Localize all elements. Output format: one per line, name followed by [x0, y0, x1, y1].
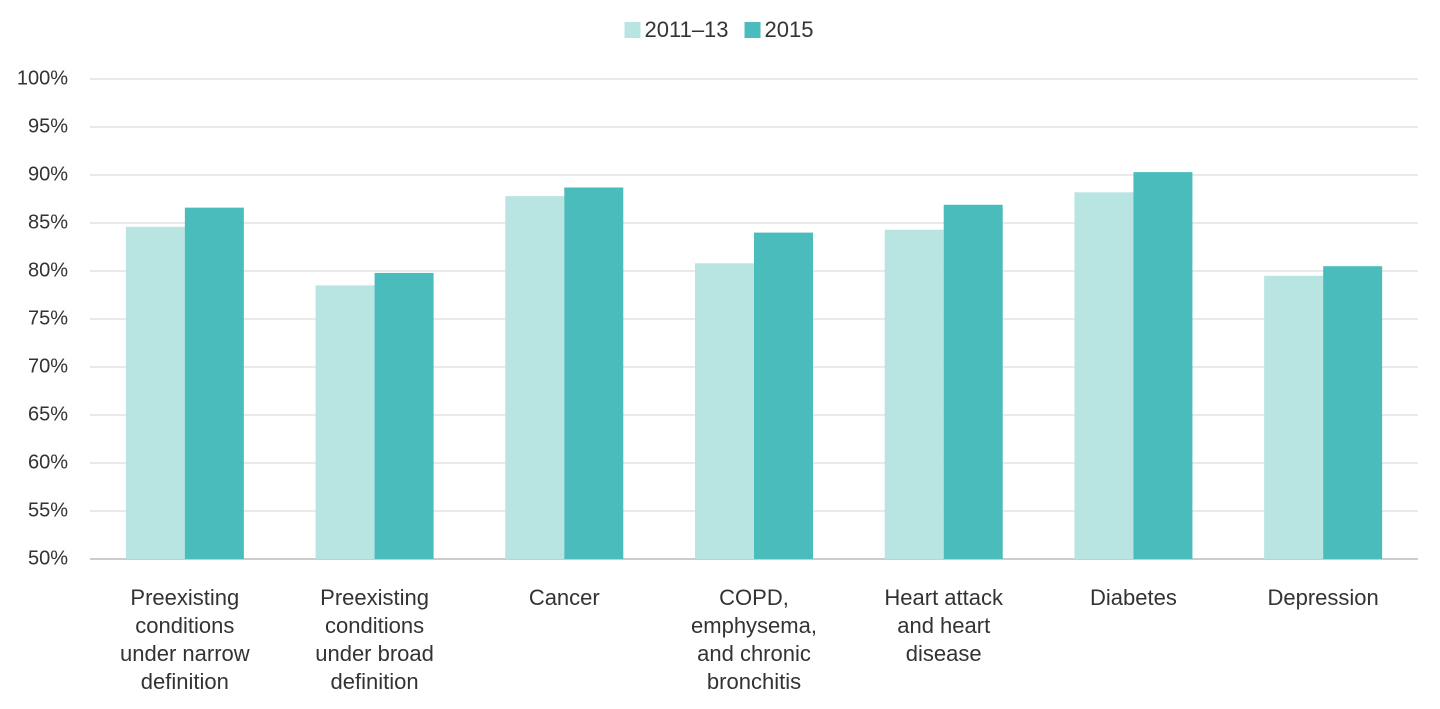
x-tick-label: Cancer [528, 585, 600, 610]
bar [374, 272, 434, 559]
y-tick-label: 50% [28, 547, 68, 569]
bar [695, 263, 754, 559]
bar [125, 226, 185, 559]
bar [505, 196, 565, 559]
bar [943, 204, 1003, 559]
legend-swatch [744, 22, 761, 38]
y-tick-label: 70% [28, 355, 68, 377]
bar [1074, 192, 1134, 559]
bar [1133, 172, 1193, 559]
bar [184, 207, 244, 559]
y-tick-label: 75% [28, 307, 68, 329]
y-tick-label: 80% [28, 259, 68, 281]
y-tick-label: 100% [17, 67, 68, 89]
legend-swatch [624, 22, 641, 38]
legend-label: 2015 [765, 17, 814, 42]
y-tick-label: 55% [28, 499, 68, 521]
y-tick-label: 65% [28, 403, 68, 425]
y-tick-label: 90% [28, 163, 68, 185]
x-tick-label: COPD, emphysema, and chronic bronchitis [691, 585, 817, 694]
bar [564, 187, 624, 560]
bar [884, 229, 944, 559]
bar [1264, 275, 1324, 559]
x-tick-label: Diabetes [1090, 585, 1177, 610]
bar [1323, 266, 1383, 559]
x-tick-label: Heart attack and heart disease [884, 585, 1003, 666]
legend-label: 2011–13 [645, 17, 729, 42]
x-tick-label: Preexisting conditions under narrow defi… [120, 585, 250, 694]
x-tick-label: Preexisting conditions under broad defin… [315, 585, 434, 694]
bar [315, 285, 375, 559]
y-tick-label: 60% [28, 451, 68, 473]
y-tick-label: 85% [28, 211, 68, 233]
bar [754, 232, 813, 559]
x-tick-label: Depression [1267, 585, 1379, 610]
y-tick-label: 95% [28, 115, 68, 137]
